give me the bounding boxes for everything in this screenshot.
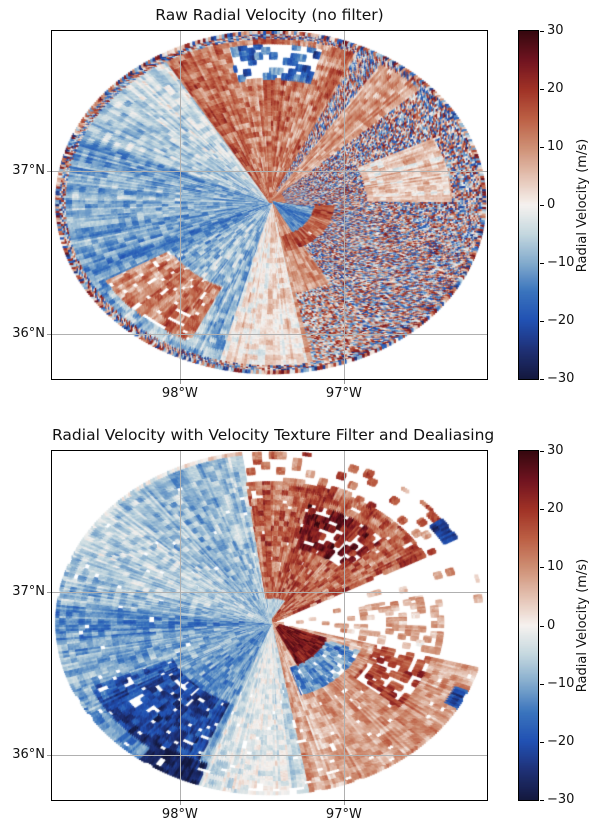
gridline-horizontal-37°N — [52, 171, 487, 173]
gridline-horizontal-36°N — [52, 755, 487, 757]
x-tick-label-97°W: 97°W — [325, 807, 362, 822]
gridline-vertical-98°W — [179, 31, 181, 379]
colorbar-tick-20 — [540, 509, 544, 511]
colorbar-tick-label-30: 30 — [547, 443, 564, 458]
radar-ppi-raw-image — [52, 31, 487, 379]
gridline-vertical-98°W — [179, 451, 181, 800]
y-tick-stub-36°N — [47, 755, 51, 757]
y-tick-label-36°N: 36°N — [12, 326, 45, 342]
colorbar-raw-label-box: Radial Velocity (m/s) — [572, 31, 594, 379]
colorbar-tick-30 — [540, 451, 544, 452]
y-tick-label-36°N: 36°N — [12, 747, 45, 763]
colorbar-tick-20 — [540, 89, 544, 90]
y-tick-stub-36°N — [47, 334, 51, 336]
colorbar-tick-label-20: 20 — [547, 501, 564, 517]
colorbar-tick-−10 — [540, 263, 544, 264]
axes-filtered — [51, 450, 488, 801]
colorbar-tick-label-10: 10 — [547, 139, 564, 154]
colorbar-tick-label-20: 20 — [547, 81, 564, 96]
gridline-vertical-97°W — [343, 31, 345, 379]
x-tick-label-98°W: 98°W — [161, 807, 198, 822]
colorbar-raw — [518, 30, 539, 380]
colorbar-raw-gradient — [519, 31, 538, 379]
colorbar-raw-label: Radial Velocity (m/s) — [575, 138, 591, 272]
x-tick-stub-98°W — [179, 801, 181, 805]
colorbar-tick-10 — [540, 567, 544, 569]
x-tick-label-97°W: 97°W — [325, 386, 362, 401]
colorbar-filtered-label-box: Radial Velocity (m/s) — [572, 451, 594, 800]
colorbar-tick-30 — [540, 31, 544, 32]
colorbar-tick-label-−10: −10 — [547, 255, 575, 270]
colorbar-tick-label-30: 30 — [547, 23, 564, 38]
colorbar-tick-label-10: 10 — [547, 559, 564, 575]
gridline-horizontal-36°N — [52, 334, 487, 336]
colorbar-tick-−20 — [540, 741, 544, 743]
colorbar-tick-−30 — [540, 800, 544, 801]
gridline-vertical-97°W — [343, 451, 345, 800]
colorbar-tick-−10 — [540, 683, 544, 685]
x-tick-stub-97°W — [343, 801, 345, 805]
x-tick-label-98°W: 98°W — [161, 386, 198, 401]
colorbar-tick-label-0: 0 — [547, 617, 556, 633]
colorbar-tick-label-−10: −10 — [547, 675, 575, 691]
colorbar-tick-label-−20: −20 — [547, 313, 575, 328]
colorbar-filtered — [518, 450, 539, 801]
gridline-horizontal-37°N — [52, 591, 487, 593]
colorbar-tick-0 — [540, 625, 544, 627]
axes-raw — [51, 30, 488, 380]
y-tick-label-37°N: 37°N — [12, 583, 45, 599]
colorbar-tick-−30 — [540, 379, 544, 380]
radar-ppi-filtered-image — [52, 451, 487, 800]
colorbar-tick-label-−30: −30 — [547, 792, 575, 807]
x-tick-stub-98°W — [179, 380, 181, 384]
x-tick-stub-97°W — [343, 380, 345, 384]
colorbar-filtered-gradient — [519, 451, 538, 800]
colorbar-tick-label-−20: −20 — [547, 733, 575, 749]
colorbar-tick-−20 — [540, 321, 544, 322]
colorbar-filtered-label: Radial Velocity (m/s) — [575, 558, 591, 693]
colorbar-tick-label-−30: −30 — [547, 371, 575, 386]
colorbar-tick-label-0: 0 — [547, 197, 556, 212]
plot-title-raw: Raw Radial Velocity (no filter) — [155, 6, 384, 24]
y-tick-label-37°N: 37°N — [12, 163, 45, 179]
plot-title-filtered: Radial Velocity with Velocity Texture Fi… — [52, 426, 495, 444]
y-tick-stub-37°N — [47, 591, 51, 593]
y-tick-stub-37°N — [47, 171, 51, 173]
colorbar-tick-0 — [540, 205, 544, 206]
colorbar-tick-10 — [540, 147, 544, 148]
